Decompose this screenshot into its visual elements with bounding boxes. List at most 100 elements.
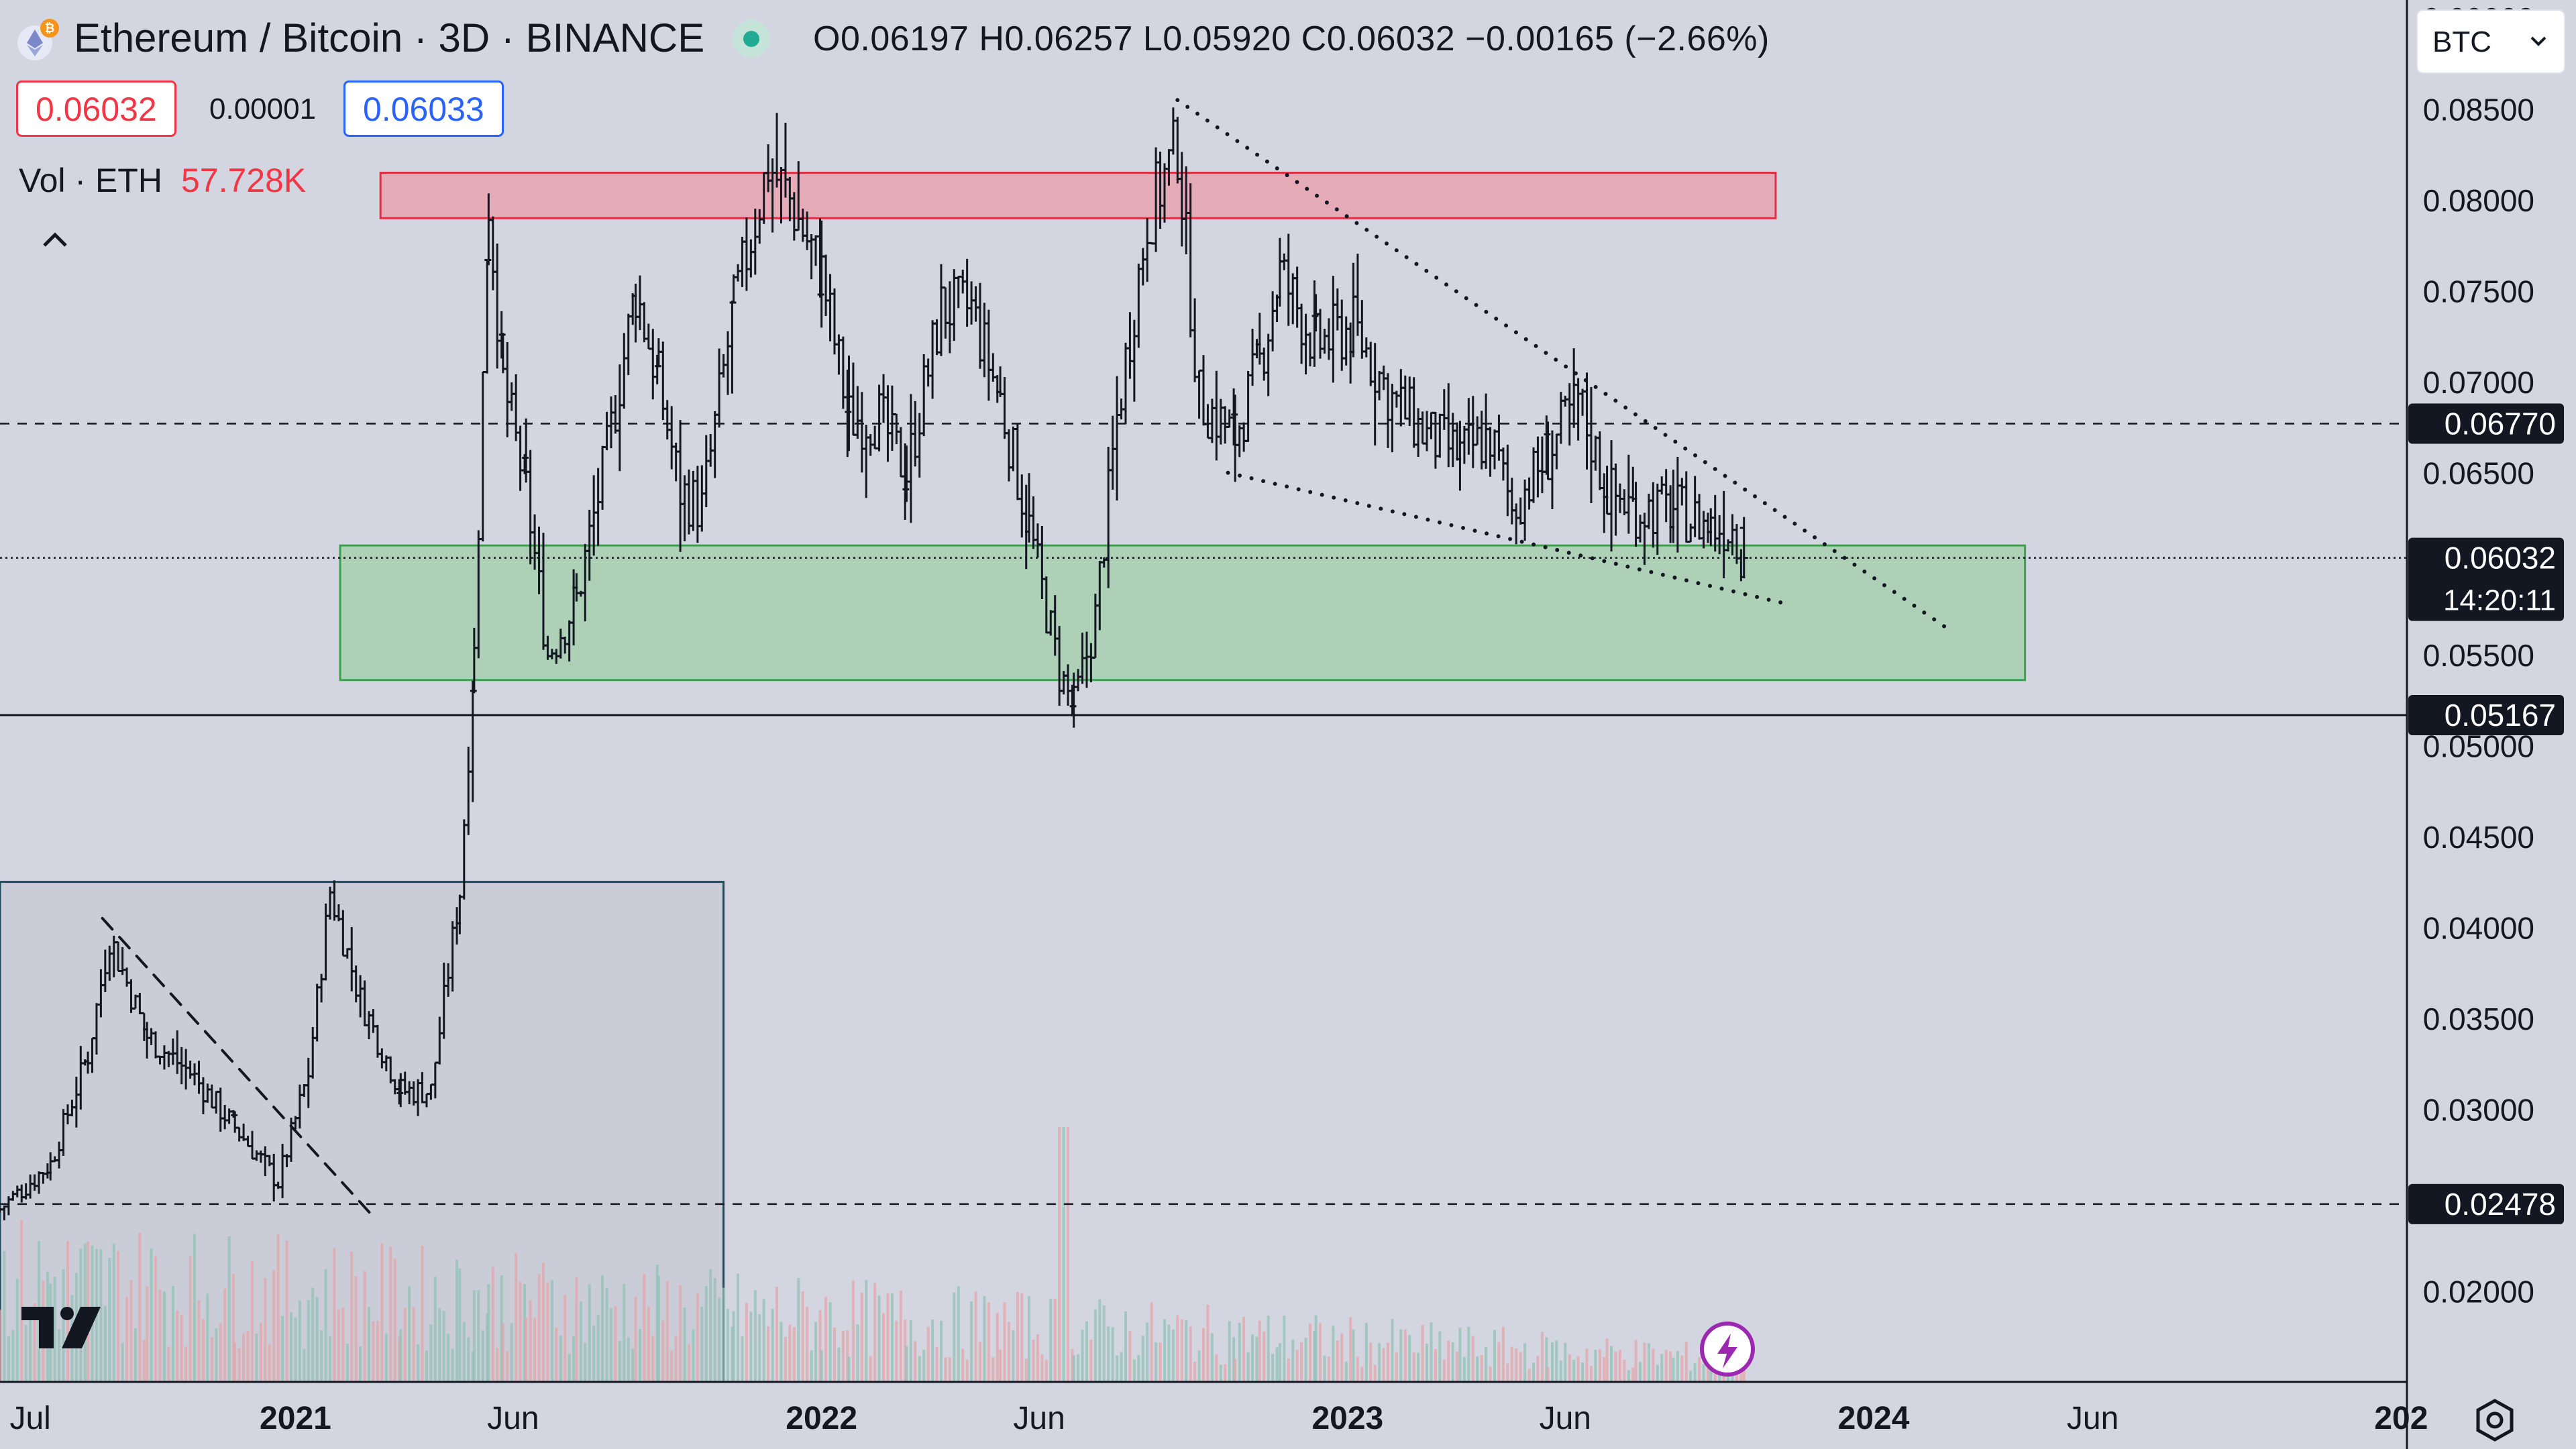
time-tick-label: Jun [1540,1401,1591,1436]
volume-bar [1527,1368,1531,1382]
volume-bar [643,1273,646,1382]
volume-bar [618,1340,621,1382]
ohlc-bar [902,445,911,502]
ohlc-bar [888,385,896,451]
ohlc-bar [1009,426,1018,472]
volume-bar [1167,1324,1171,1382]
volume-bar [818,1309,822,1382]
volume-bar [1219,1364,1222,1382]
ohlc-readout: O0.06197 H0.06257 L0.05920 C0.06032 −0.0… [813,19,1770,58]
volume-bar [1003,1302,1006,1382]
volume-bar [487,1283,490,1382]
volume-bar [471,1351,474,1382]
volume-bar [713,1278,716,1382]
ohlc-bar [1121,342,1130,425]
volume-bar [670,1350,674,1382]
ohlc-bar [928,320,937,399]
trendline [101,916,376,1220]
volume-bar [215,1328,218,1382]
volume-bar [1647,1343,1650,1382]
ohlc-bar [1366,341,1375,386]
volume-bar [1572,1360,1576,1382]
volume-bar [1652,1348,1655,1382]
volume-bar [506,1351,509,1382]
volume-bar [1458,1328,1462,1382]
volume-bar [753,1290,757,1382]
volume-bar [350,1251,354,1382]
ohlc-bar [1199,355,1208,426]
volume-bar [1016,1292,1019,1382]
chevron-up-icon[interactable] [35,220,75,260]
volume-bar [1193,1361,1197,1382]
symbol-title[interactable]: Ethereum / Bitcoin · 3D · BINANCE [74,15,705,60]
ohlc-bar [1324,318,1333,360]
ohlc-bar [1333,288,1342,331]
ohlc-bar [1516,497,1525,525]
lightning-icon[interactable] [1700,1322,1755,1377]
ohlc-bar [1353,254,1362,336]
ohlc-bar [1635,515,1644,543]
volume-bar [1378,1342,1381,1382]
ohlc-bar [507,382,516,411]
ohlc-bar [1587,386,1595,504]
ohlc-bar [1329,276,1338,383]
volume-bar [184,1346,188,1382]
ohlc-bar [594,468,602,546]
gear-icon[interactable] [2471,1397,2518,1447]
volume-bar [510,1323,513,1382]
volume-bar [24,1324,28,1382]
volume-bar [1568,1354,1571,1382]
volume-bar [242,1333,246,1382]
ohlc-bar [1342,316,1350,366]
sell-price-button[interactable]: 0.06032 [16,80,176,137]
volume-bar [393,1258,396,1382]
price-tick-label: 0.06500 [2423,456,2534,491]
volume-bar [559,1335,562,1382]
volume-bar [193,1234,197,1382]
ohlc-bar [1384,373,1393,448]
buy-price-button[interactable]: 0.06033 [343,80,504,137]
volume-bar [1462,1356,1466,1382]
ohlc-bar [980,303,989,378]
ohlc-bar [896,427,905,478]
tradingview-logo[interactable] [20,1301,107,1358]
volume-bar [1515,1348,1518,1382]
volume-bar [647,1307,650,1382]
ohlc-bar [1620,489,1629,516]
volume-bar [491,1267,494,1382]
volume-bar [1215,1354,1218,1382]
volume-bar [1283,1316,1286,1382]
volume-bar [1589,1366,1593,1382]
volume-bar [1485,1346,1488,1382]
volume-bar [965,1359,969,1382]
volume-bar [961,1348,965,1382]
ohlc-bar [1310,280,1319,367]
volume-bar [780,1322,783,1382]
trendline [1226,470,1788,606]
ohlc-bar [1436,413,1444,458]
volume-bar [3,1251,6,1382]
volume-bar [500,1275,503,1382]
volume-bar [341,1307,345,1382]
ohlc-bar [1362,337,1371,358]
currency-select[interactable]: BTC [2416,9,2565,74]
ohlc-bar [1548,430,1556,509]
ohlc-bar [1578,388,1587,416]
volume-bar [741,1336,744,1382]
volume-bar [588,1284,591,1382]
time-tick-label: Jun [487,1401,539,1436]
volume-bar [1585,1348,1589,1382]
ohlc-bar [1538,436,1546,494]
volume-bar [1532,1362,1536,1382]
market-status-icon[interactable] [733,20,770,58]
volume-bar [758,1314,761,1382]
ohlc-bar [1280,253,1289,270]
ohlc-bar [590,475,598,556]
volume-legend[interactable]: Vol · ETH 57.728K [19,161,306,200]
ohlc-bar [1673,457,1682,553]
volume-bar [788,1324,792,1382]
volume-bar [801,1291,804,1382]
volume-bar [1263,1331,1266,1382]
volume-bar [564,1295,567,1382]
